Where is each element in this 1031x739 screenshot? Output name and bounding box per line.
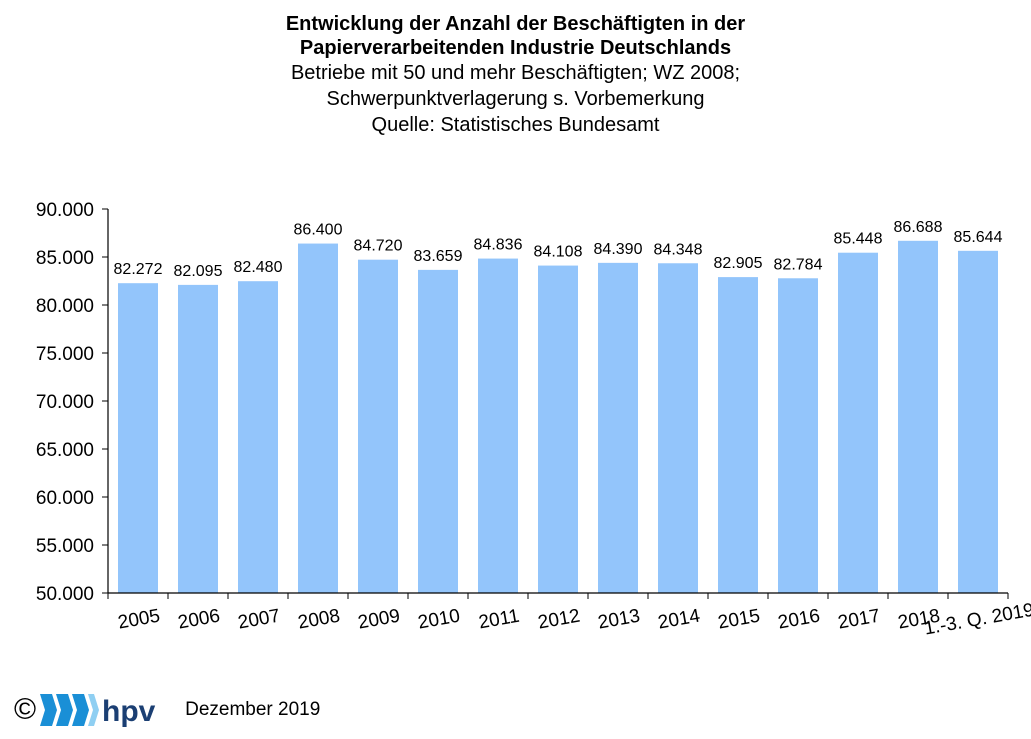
y-tick-label: 90.000 xyxy=(36,200,94,221)
bar-2012 xyxy=(538,265,578,593)
y-tick-label: 65.000 xyxy=(36,440,94,461)
y-tick-label: 55.000 xyxy=(36,536,94,557)
chart-subtitle-line-1: Betriebe mit 50 und mehr Beschäftigten; … xyxy=(290,62,741,84)
chart-source-line: Quelle: Statistisches Bundesamt xyxy=(371,114,660,136)
bar-2015 xyxy=(718,277,758,593)
bar-2014 xyxy=(658,263,698,593)
y-tick-label: 85.000 xyxy=(36,248,94,269)
data-label: 86.400 xyxy=(294,222,343,239)
x-tick-label: 2006 xyxy=(176,606,221,634)
logo-text: hpv xyxy=(102,695,156,728)
bar-2008 xyxy=(298,243,338,593)
y-tick-label: 60.000 xyxy=(36,488,94,509)
chart-title-block: Entwicklung der Anzahl der Beschäftigten… xyxy=(0,12,1031,138)
bar-2013 xyxy=(598,262,638,593)
logo-stripes-icon xyxy=(40,694,100,726)
hpv-logo: hpv xyxy=(40,694,156,728)
data-label: 82.784 xyxy=(774,256,823,273)
bar-2018 xyxy=(898,240,938,593)
y-tick-label: 75.000 xyxy=(36,344,94,365)
x-tick-label: 2014 xyxy=(656,605,702,633)
data-label: 84.836 xyxy=(474,237,523,254)
bar-2007 xyxy=(238,281,278,593)
data-label: 84.390 xyxy=(594,241,643,258)
x-tick-label: 2012 xyxy=(536,606,581,634)
bar-2009 xyxy=(358,259,398,593)
x-tick-label: 2013 xyxy=(596,606,641,634)
data-label: 86.688 xyxy=(894,219,943,236)
x-tick-label: 2009 xyxy=(356,606,401,634)
data-label: 85.448 xyxy=(834,231,883,248)
x-tick-label: 2010 xyxy=(416,606,461,634)
data-label: 84.348 xyxy=(654,241,703,258)
y-tick-label: 50.000 xyxy=(36,584,94,605)
bar-2011 xyxy=(478,258,518,593)
bar-2016 xyxy=(778,278,818,593)
x-tick-label: 2017 xyxy=(836,606,881,634)
bar-2005 xyxy=(118,283,158,593)
y-tick-label: 80.000 xyxy=(36,296,94,317)
chart-title-line-1: Entwicklung der Anzahl der Beschäftigten… xyxy=(285,13,746,35)
data-label: 84.720 xyxy=(354,238,403,255)
bar-2017 xyxy=(838,252,878,593)
footer: © hpv Dezember 2019 xyxy=(14,688,320,732)
data-label: 85.644 xyxy=(954,229,1003,246)
chart-title-line-2: Papierverarbeitenden Industrie Deutschla… xyxy=(299,37,732,59)
y-tick-label: 70.000 xyxy=(36,392,94,413)
bar-2010 xyxy=(418,269,458,593)
x-tick-label: 2016 xyxy=(776,606,821,634)
data-label: 82.272 xyxy=(114,261,163,278)
chart-subtitle-line-2: Schwerpunktverlagerung s. Vorbemerkung xyxy=(326,88,705,110)
bar-2006 xyxy=(178,284,218,593)
x-tick-label: 2007 xyxy=(236,606,281,634)
bar-1.-3. Q. 2019 xyxy=(958,250,998,593)
x-tick-label: 2008 xyxy=(296,606,341,634)
copyright-symbol: © xyxy=(14,693,37,726)
x-tick-label: 1.-3. Q. 2019 xyxy=(923,600,1031,640)
data-label: 82.905 xyxy=(714,255,763,272)
x-tick-label: 2011 xyxy=(477,606,521,634)
x-tick-label: 2005 xyxy=(116,606,161,634)
data-label: 82.480 xyxy=(234,259,283,276)
data-label: 82.095 xyxy=(174,263,223,280)
footer-date: Dezember 2019 xyxy=(185,699,321,720)
x-tick-label: 2015 xyxy=(716,606,761,634)
data-label: 83.659 xyxy=(414,248,463,265)
data-label: 84.108 xyxy=(534,244,583,261)
